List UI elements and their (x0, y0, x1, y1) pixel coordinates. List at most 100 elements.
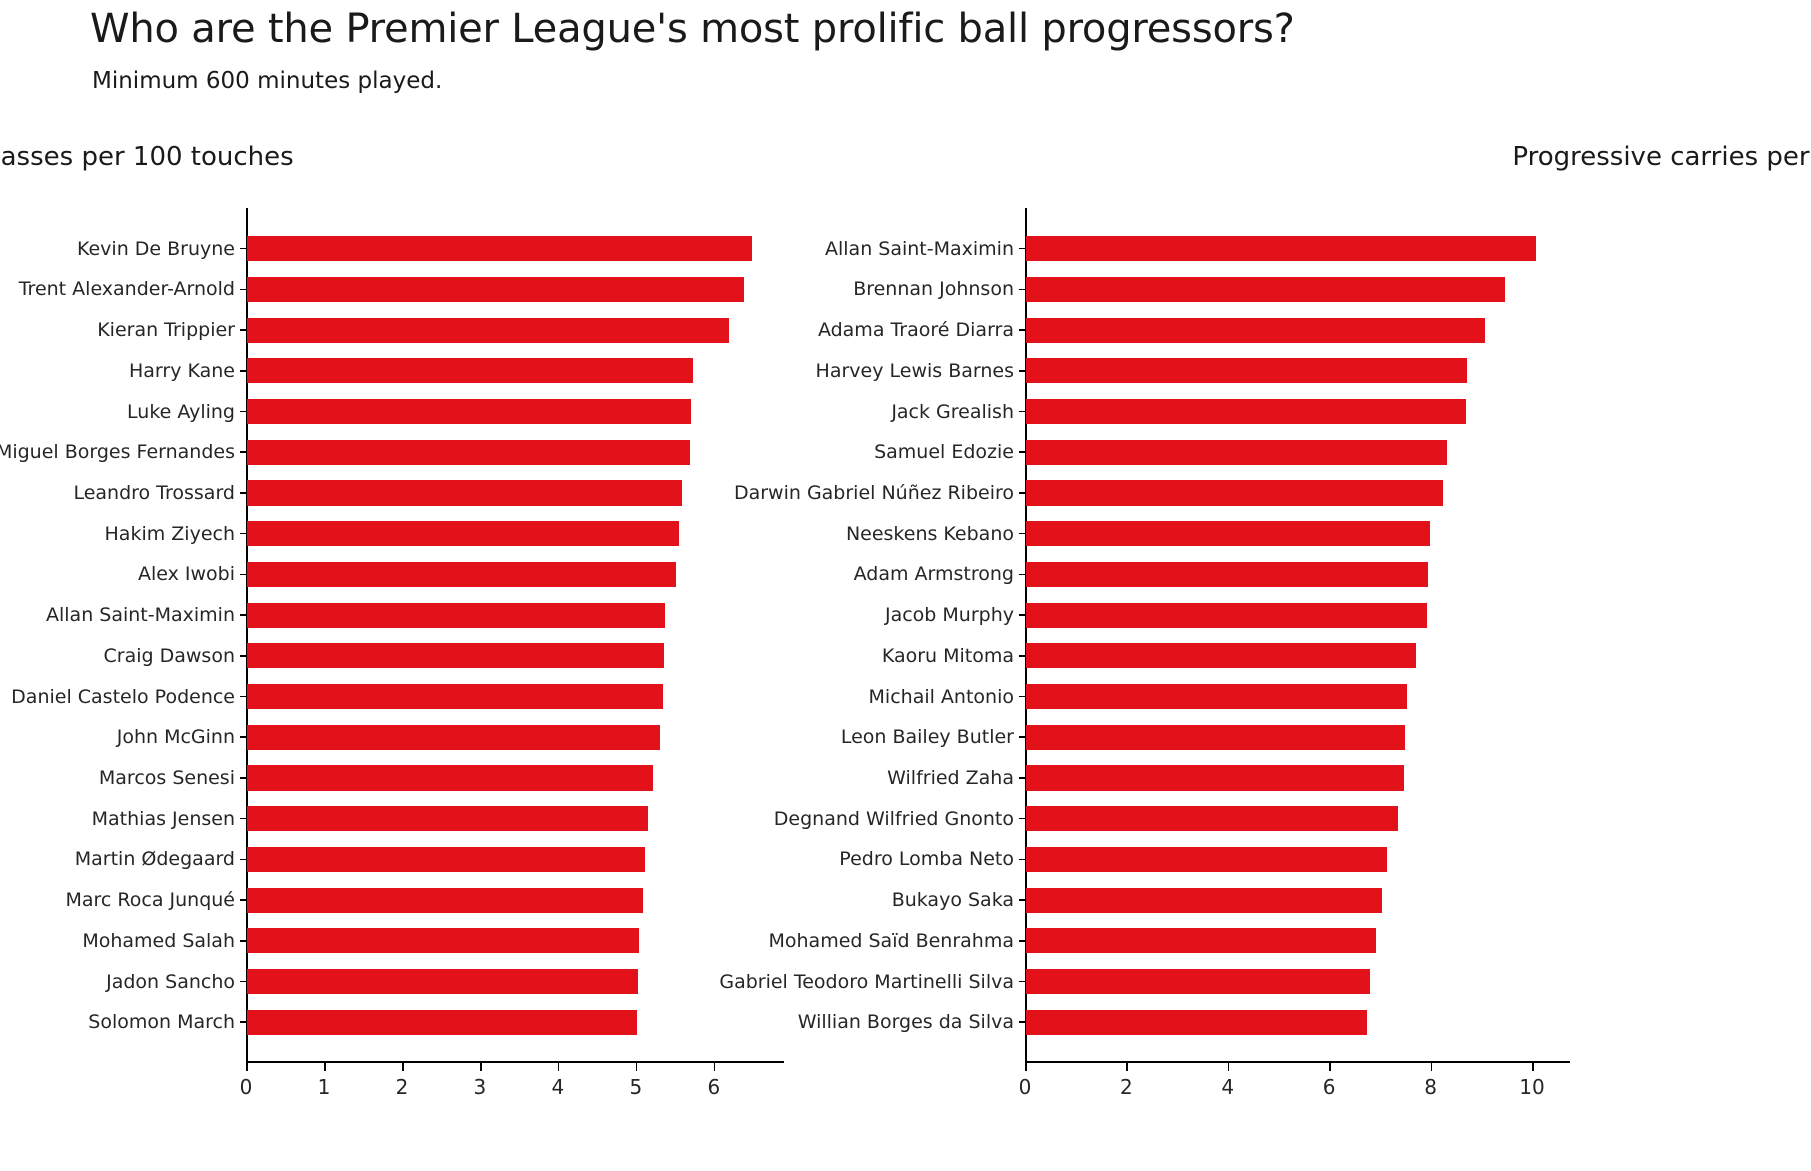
bar-row: Brennan Johnson (853, 276, 1570, 303)
y-tick-mark (1019, 573, 1026, 576)
y-tick-label: Alex Iwobi (137, 563, 235, 586)
x-tick-label: 10 (1519, 1075, 1545, 1099)
bar (1026, 643, 1417, 669)
bar-row: Allan Saint-Maximin (825, 236, 1570, 262)
y-tick-label: Marc Roca Junqué (65, 889, 236, 912)
bar (247, 928, 640, 954)
chart-title-right: Progressive carries per 100 touches (1512, 142, 1811, 172)
y-tick-label: Solomon March (88, 1011, 235, 1034)
x-tick-mark (1430, 1063, 1433, 1071)
x-axis-spine-right (1025, 1061, 1570, 1063)
bar-row: Martin Ødegaard (75, 846, 784, 873)
y-tick-label: Adama Traoré Diarra (817, 319, 1014, 342)
x-tick-label: 1 (317, 1075, 331, 1099)
y-tick-mark (240, 940, 247, 942)
y-tick-label: Pedro Lomba Neto (839, 848, 1014, 871)
y-tick-mark (1019, 247, 1026, 250)
x-tick-mark (323, 1063, 326, 1071)
bar-row: Jacob Murphy (885, 602, 1570, 628)
bar (247, 683, 663, 710)
y-tick-mark (1019, 532, 1026, 535)
y-tick-label: Mohamed Saïd Benrahma (768, 929, 1015, 952)
x-tick-label: 6 (1322, 1075, 1336, 1099)
bar (1026, 358, 1468, 384)
x-tick-label: 5 (629, 1075, 643, 1099)
bar-row: Jack Grealish (891, 398, 1570, 425)
x-tick-label: 4 (551, 1075, 565, 1099)
y-tick-mark (240, 329, 247, 331)
bar (1026, 928, 1376, 954)
x-tick-mark (1126, 1063, 1128, 1071)
bar-row: Neeskens Kebano (846, 521, 1570, 547)
y-tick-label: Harvey Lewis Barnes (815, 359, 1014, 382)
y-tick-label: Daniel Castelo Podence (11, 685, 235, 708)
y-tick-mark (1019, 980, 1026, 983)
bar-row: Jadon Sancho (106, 968, 784, 995)
bar-row: Craig Dawson (104, 643, 784, 669)
x-tick-mark (1025, 1063, 1027, 1071)
x-tick-mark (1227, 1063, 1230, 1071)
x-tick-label: 2 (395, 1075, 409, 1099)
bar (1026, 480, 1443, 506)
y-tick-label: Adam Armstrong (853, 563, 1014, 586)
bar-row: Hakim Ziyech (105, 521, 784, 547)
bar (1026, 968, 1370, 995)
bar-row: Kevin De Bruyne (77, 236, 784, 262)
bar-row: Kaoru Mitoma (882, 643, 1570, 669)
y-tick-label: Wilfried Zaha (887, 766, 1014, 789)
bar-row: Leandro Trossard (73, 480, 784, 506)
y-tick-mark (240, 492, 247, 494)
bar-group-left: Kevin De Bruyne Trent Alexander-Arnold Kie… (0, 208, 784, 1063)
bar-row: Mathias Jensen (92, 806, 784, 832)
bar-row: Pedro Lomba Neto (839, 846, 1570, 873)
y-tick-mark (1019, 695, 1026, 698)
x-tick-label: 3 (473, 1075, 487, 1099)
y-tick-mark (240, 899, 247, 901)
y-tick-mark (1019, 1021, 1026, 1024)
y-tick-mark (1019, 858, 1026, 861)
bar (1026, 806, 1398, 832)
bar-row: Bukayo Saka (892, 887, 1570, 913)
x-tick-mark (401, 1063, 404, 1071)
y-tick-mark (240, 532, 247, 535)
bar-row: Harry Kane (129, 358, 784, 384)
bar-row: Samuel Edozie (874, 439, 1570, 465)
x-tick-mark (479, 1063, 482, 1071)
x-tick-label: 4 (1221, 1075, 1235, 1099)
y-tick-mark (1019, 410, 1026, 413)
bar (247, 806, 648, 832)
bar (247, 765, 654, 791)
x-tick-mark (557, 1063, 560, 1071)
bar (1026, 317, 1485, 343)
y-axis-spine-left (246, 208, 248, 1063)
bar-row: Degnand Wilfried Gnonto (774, 806, 1570, 832)
y-tick-label: Samuel Edozie (874, 441, 1014, 464)
y-tick-label: Allan Saint-Maximin (825, 237, 1014, 260)
y-tick-label: Kevin De Bruyne (76, 237, 235, 260)
y-tick-mark (240, 777, 247, 779)
bar-row: John McGinn (117, 724, 784, 750)
y-tick-mark (240, 573, 247, 576)
y-tick-mark (1019, 370, 1026, 372)
y-tick-label: Michail Antonio (868, 685, 1014, 708)
y-tick-mark (1019, 899, 1026, 901)
x-tick-label: 2 (1120, 1075, 1133, 1099)
bar (1026, 276, 1506, 303)
y-tick-mark (1019, 492, 1026, 494)
bar (1026, 236, 1536, 262)
page-title: Who are the Premier League's most prolif… (90, 6, 1295, 52)
page-subtitle: Minimum 600 minutes played. (92, 68, 443, 94)
y-tick-label: Jadon Sancho (106, 970, 235, 993)
y-tick-label: Marcos Senesi (98, 766, 235, 789)
bar (1026, 683, 1408, 710)
y-tick-mark (1019, 940, 1026, 942)
y-tick-label: Willian Borges da Silva (797, 1011, 1014, 1034)
y-tick-label: Bukayo Saka (891, 889, 1014, 912)
y-tick-label: Luke Ayling (127, 400, 235, 423)
y-tick-mark (1019, 329, 1026, 331)
y-tick-mark (240, 858, 247, 861)
bar (247, 968, 639, 995)
chart-panel-progressive-passes: Progressive passes per 100 touches Kevin… (0, 130, 900, 1150)
bar-row: Wilfried Zaha (887, 765, 1570, 791)
bar-row: Marcos Senesi (99, 765, 784, 791)
